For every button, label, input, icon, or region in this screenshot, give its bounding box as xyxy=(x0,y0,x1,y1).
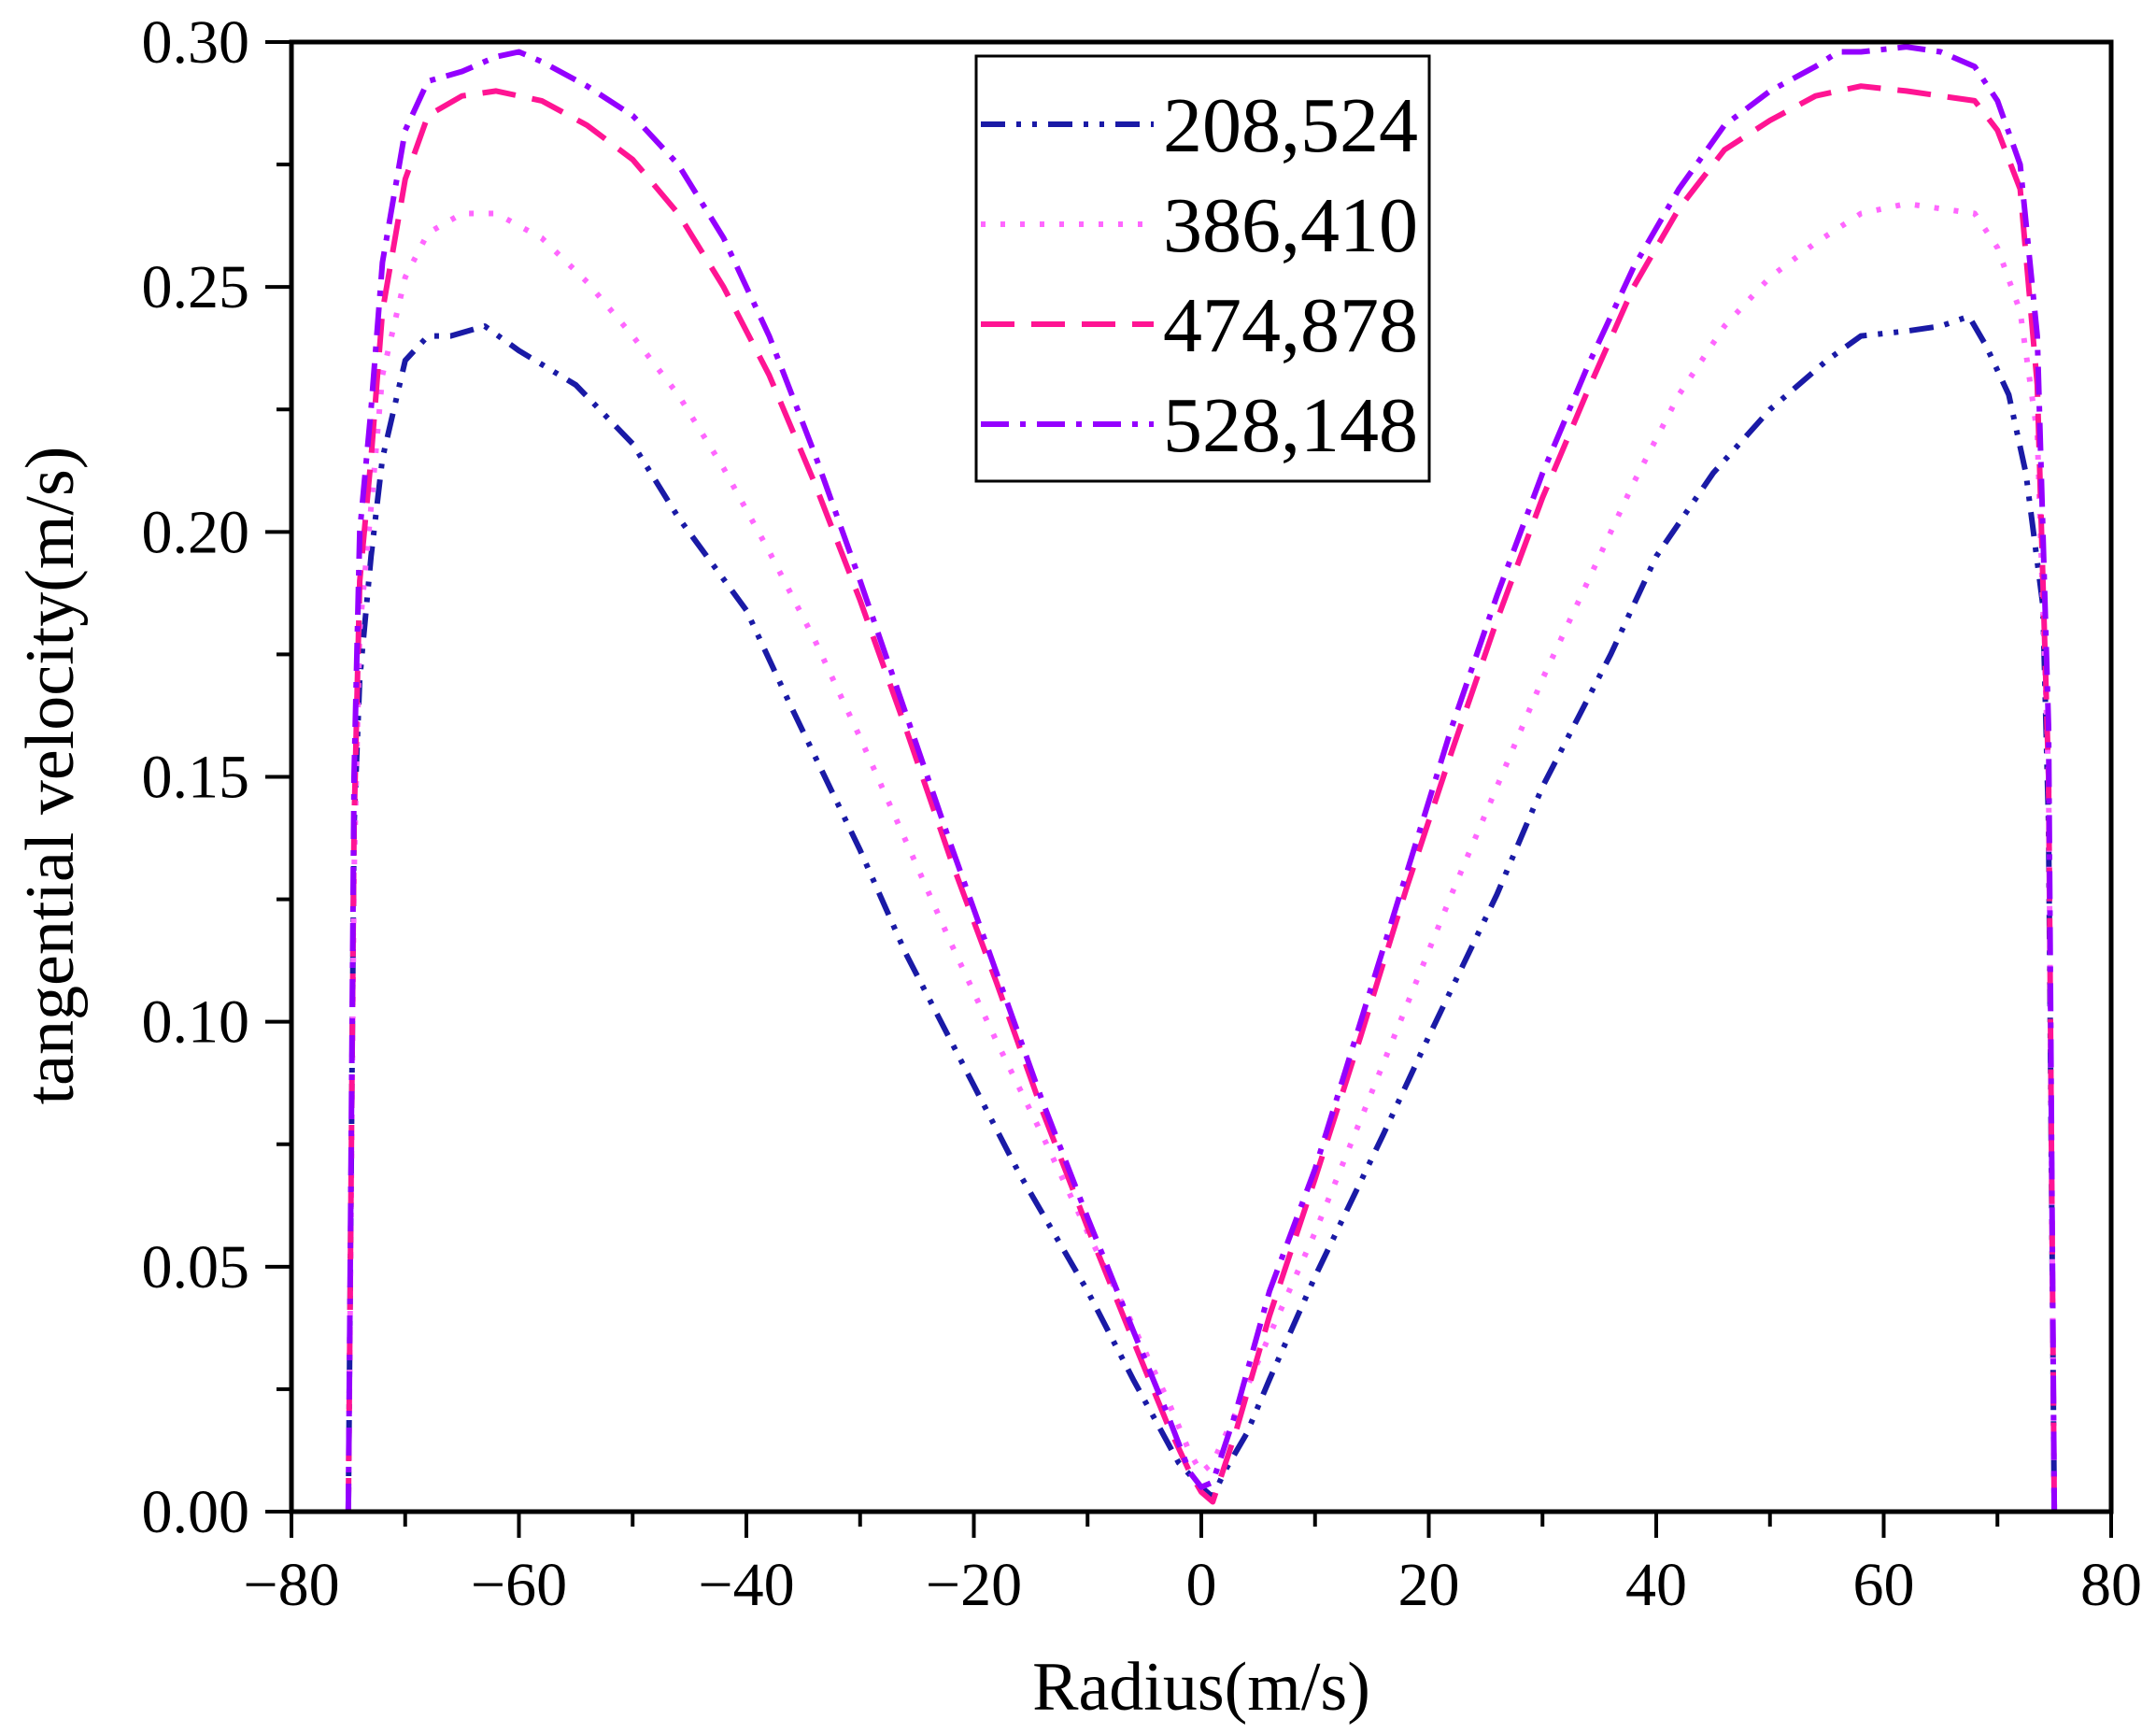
x-tick-label: 60 xyxy=(1853,1551,1915,1619)
series-line-2 xyxy=(345,201,2058,1513)
x-tick-label: −40 xyxy=(698,1551,794,1619)
x-axis-ticks: −80 −60 −40 −20 0 20 40 60 80 xyxy=(243,1512,2142,1619)
x-axis-title: Radius(m/s) xyxy=(1032,1649,1370,1726)
series-layer xyxy=(345,44,2058,1513)
y-tick-label: 0.05 xyxy=(142,1233,250,1301)
legend-label-4: 528,148 xyxy=(1163,382,1418,469)
x-tick-label: −80 xyxy=(243,1551,339,1619)
x-tick-label: 40 xyxy=(1625,1551,1687,1619)
y-tick-label: 0.20 xyxy=(142,498,250,566)
y-tick-label: 0.30 xyxy=(142,8,250,77)
legend: 208,524 386,410 474,878 528,148 xyxy=(974,54,1431,483)
x-tick-label: 0 xyxy=(1186,1551,1217,1619)
x-tick-label: −20 xyxy=(926,1551,1022,1619)
series-line-4 xyxy=(345,44,2058,1513)
y-tick-label: 0.10 xyxy=(142,988,250,1057)
y-axis-title: tangential velocity(m/s) xyxy=(12,447,89,1105)
y-tick-label: 0.25 xyxy=(142,253,250,321)
y-axis-ticks: 0.00 0.05 0.10 0.15 0.20 0.25 0.30 xyxy=(142,8,291,1546)
x-tick-label: −60 xyxy=(471,1551,567,1619)
x-tick-label: 80 xyxy=(2080,1551,2142,1619)
series-line-3 xyxy=(345,83,2058,1513)
series-line-1 xyxy=(345,313,2058,1513)
legend-label-3: 474,878 xyxy=(1163,282,1418,369)
y-tick-label: 0.00 xyxy=(142,1478,250,1546)
legend-label-2: 386,410 xyxy=(1163,182,1418,269)
x-tick-label: 20 xyxy=(1398,1551,1460,1619)
y-tick-label: 0.15 xyxy=(142,744,250,812)
legend-label-1: 208,524 xyxy=(1163,82,1418,169)
